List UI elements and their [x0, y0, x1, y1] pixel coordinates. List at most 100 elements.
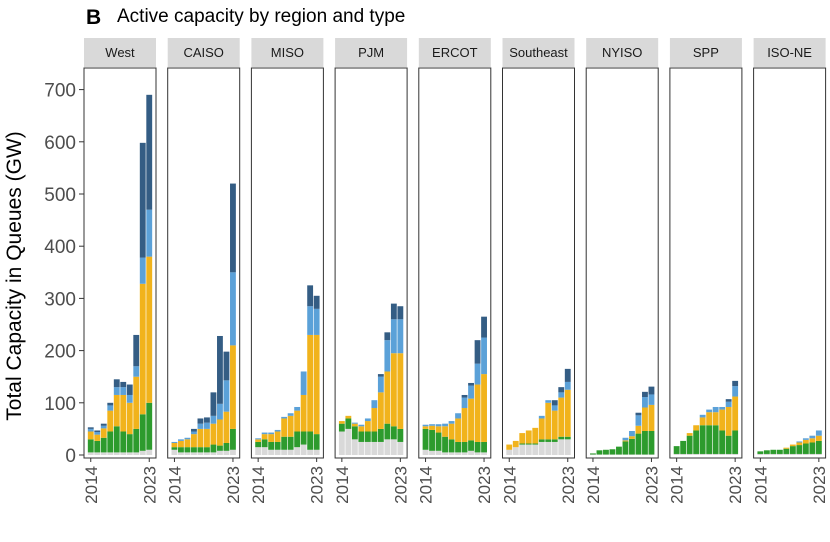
bar-segment-wind [113, 387, 120, 395]
bar-segment-base [686, 453, 693, 455]
bar-segment-base [770, 453, 777, 455]
bar-segment-wind [364, 418, 371, 422]
bar-segment-other [397, 306, 404, 320]
bar-segment-base [435, 450, 442, 455]
bar-segment-solar [442, 436, 448, 453]
bar-segment-solar [635, 433, 642, 455]
bar-segment-wind [223, 380, 230, 412]
bar-segment-other [635, 412, 642, 416]
bar-segment-solar [673, 446, 680, 454]
bar-segment-wind [204, 422, 210, 429]
bar-segment-wind [455, 413, 461, 419]
bar-segment-battery [364, 421, 371, 432]
bar-segment-base [648, 454, 655, 455]
x-tick-label: 2014 [165, 466, 184, 504]
x-tick-label: 2023 [559, 466, 578, 504]
x-tick-label: 2023 [391, 466, 410, 504]
facet-bars [87, 94, 153, 455]
bar-segment-wind [217, 403, 223, 420]
bar-segment-battery [815, 435, 822, 441]
bar-segment-wind [191, 431, 197, 435]
bar-segment-solar [642, 430, 648, 455]
y-tick-label: 200 [44, 342, 76, 363]
bar-segment-wind [422, 424, 429, 427]
bar-segment-solar [448, 439, 455, 453]
bar-segment-base [699, 453, 706, 455]
bar-segment-solar [468, 440, 474, 451]
bar-segment-wind [358, 424, 365, 427]
x-tick-label: 2014 [751, 466, 770, 504]
bar-segment-wind [538, 415, 545, 419]
bar-segment-solar [532, 443, 539, 445]
bar-segment-solar [384, 423, 391, 440]
bar-segment-other [558, 387, 565, 393]
bar-segment-solar [351, 426, 358, 440]
bar-segment-solar [770, 449, 777, 454]
bar-segment-base [120, 452, 127, 455]
bar-segment-other [126, 384, 133, 395]
bar-segment-solar [364, 431, 371, 442]
facet-bars [422, 316, 487, 455]
x-tick-label: 2023 [308, 466, 327, 504]
bar-segment-solar [629, 438, 635, 455]
facet-panel-border [167, 67, 241, 459]
bar-segment-other [642, 391, 648, 398]
bar-segment-wind [815, 430, 822, 436]
bar-segment-solar [461, 441, 468, 453]
bar-segment-battery [307, 334, 314, 432]
x-tick-label: 2014 [500, 466, 519, 504]
bar-segment-solar [558, 436, 565, 440]
bar-segment-base [384, 439, 391, 455]
bar-segment-wind [545, 400, 552, 403]
bar-segment-solar [113, 426, 120, 453]
bar-segment-battery [455, 418, 461, 442]
facet-strip-label: ISO-NE [767, 45, 812, 60]
bar-segment-battery [712, 412, 719, 426]
facet-spp: SPP 2014 2023 [668, 38, 745, 504]
bar-segment-solar [358, 431, 365, 442]
bar-segment-base [230, 449, 236, 455]
bar-segment-wind [255, 438, 262, 440]
bar-segment-battery [217, 419, 223, 446]
bar-segment-base [217, 450, 223, 455]
bar-segment-base [796, 453, 803, 455]
bar-segment-other [94, 430, 101, 433]
facet-panel-border [250, 67, 324, 459]
bar-segment-battery [481, 374, 487, 442]
bar-segment-base [519, 444, 526, 455]
bar-segment-base [757, 453, 764, 455]
bar-segment-wind [313, 308, 320, 335]
bar-segment-battery [390, 353, 397, 427]
bar-segment-base [725, 453, 732, 455]
bar-segment-solar [87, 439, 94, 453]
facet-bars [590, 386, 655, 455]
x-tick-label: 2023 [475, 466, 494, 504]
bar-segment-wind [307, 306, 314, 335]
bar-segment-solar [725, 435, 732, 454]
bar-segment-wind [171, 441, 178, 443]
bar-segment-base [429, 450, 435, 455]
bar-segment-battery [371, 408, 378, 432]
bar-segment-base [763, 453, 770, 455]
bar-segment-battery [351, 423, 358, 427]
bar-segment-solar [371, 431, 378, 442]
bar-segment-solar [274, 441, 281, 450]
bar-segment-battery [345, 415, 352, 419]
chart-title: Active capacity by region and type [117, 6, 405, 27]
bar-segment-other [307, 285, 314, 307]
bar-segment-battery [525, 430, 532, 444]
bar-segment-base [338, 431, 345, 455]
bar-segment-solar [294, 431, 301, 448]
bar-segment-battery [725, 406, 732, 436]
bar-segment-other [223, 351, 230, 381]
bar-segment-solar [313, 434, 320, 450]
bar-segment-battery [642, 407, 648, 431]
bar-segment-wind [390, 319, 397, 354]
bar-segment-other [204, 417, 210, 423]
facet-strip [753, 38, 826, 67]
bar-segment-other [100, 423, 107, 426]
bar-segment-wind [100, 425, 107, 429]
bar-segment-wind [133, 366, 140, 377]
facet-bars [757, 430, 822, 455]
